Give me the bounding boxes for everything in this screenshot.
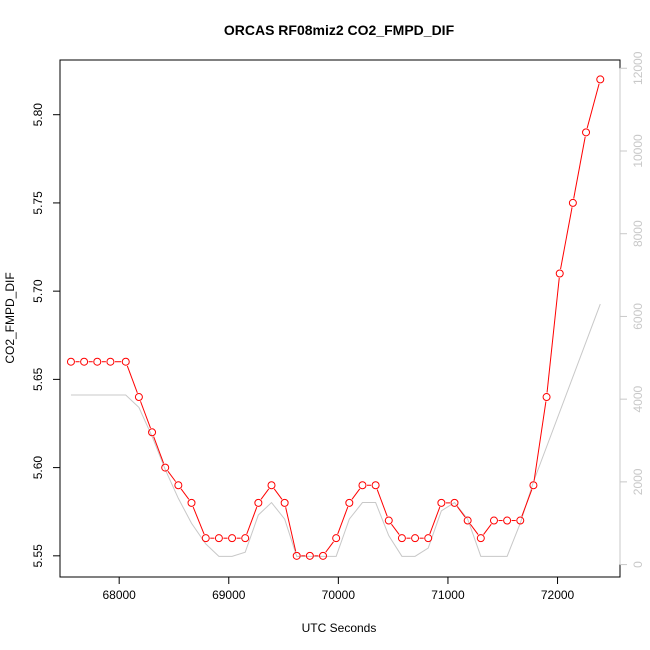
series-primary-point [345,498,354,507]
series-primary-segment [246,506,258,535]
series-layer [66,75,605,560]
series-secondary-line [70,303,601,557]
series-primary-segment [391,523,400,535]
series-primary-point [254,498,263,507]
series-primary-segment [153,436,165,464]
series-primary-segment [180,488,190,500]
series-primary-segment [337,506,349,535]
series-primary-point [121,357,130,366]
series-primary-point [280,498,289,507]
series-primary-segment [483,523,492,535]
chart-title: ORCAS RF08miz2 CO2_FMPD_DIF [224,22,455,38]
series-primary-point [305,551,314,560]
series-primary-point [503,516,512,525]
y-tick-label: 5.55 [31,544,45,568]
x-tick-label: 71000 [431,588,465,602]
y-tick-label: 5.75 [31,191,45,215]
y2-tick-label: 10000 [631,134,645,168]
series-primary-point [411,534,420,543]
series-primary-point [228,534,237,543]
x-axis-label: UTC Seconds [302,621,377,635]
y2-tick-label: 4000 [631,385,645,412]
series-primary-point [134,393,143,402]
series-primary-point [174,481,183,490]
series-primary-point [267,481,276,490]
y2-tick-label: 12000 [631,51,645,85]
series-primary-segment [546,277,560,393]
series-primary-point [214,534,223,543]
x-tick-label: 72000 [541,588,575,602]
series-primary-point [397,534,406,543]
series-primary-point [568,198,577,207]
series-primary-segment [456,506,466,518]
series-primary-segment [167,470,177,482]
series-primary-point [80,357,89,366]
y2-tick-label: 8000 [631,220,645,247]
series-primary-point [555,269,564,278]
series-primary-point [332,534,341,543]
series-primary-point [424,534,433,543]
series-primary-point [106,357,115,366]
y2-tick-label: 6000 [631,303,645,330]
y-tick-label: 5.65 [31,367,45,391]
y2-tick-label: 0 [631,561,645,568]
series-primary-segment [351,488,361,500]
x-tick-label: 70000 [322,588,356,602]
series-primary-segment [521,489,533,517]
series-primary-point [371,481,380,490]
x-axis: 68000 69000 70000 71000 72000 [102,576,575,602]
series-primary-segment [560,207,573,270]
series-primary-point [241,534,250,543]
y-axis-left: 5.55 5.60 5.65 5.70 5.75 5.80 [31,103,61,568]
series-primary-point [148,428,157,437]
y-tick-label: 5.60 [31,456,45,480]
series-primary-segment [260,488,270,500]
series-primary-point [201,534,210,543]
series-primary-segment [273,488,283,500]
x-tick-label: 69000 [212,588,246,602]
series-primary-point [529,481,538,490]
series-primary-point [596,75,605,84]
series-primary-segment [533,401,547,481]
series-primary-point [476,534,485,543]
series-primary-point [384,516,393,525]
series-primary-point [582,128,591,137]
series-primary-segment [469,523,479,535]
series-primary-point [319,551,328,560]
series-primary-segment [140,401,151,429]
series-primary-point [66,357,75,366]
series-primary-point [187,498,196,507]
series-primary-point [516,516,525,525]
series-primary-segment [325,541,334,553]
x-tick-label: 68000 [102,588,136,602]
series-primary-point [437,498,446,507]
series-primary-segment [429,506,441,535]
plot-frame [59,59,621,578]
series-primary-point [292,551,301,560]
series-primary-segment [573,136,586,199]
series-primary-point [542,393,551,402]
series-primary-point [489,516,498,525]
series-primary-segment [192,506,205,535]
series-primary-point [358,481,367,490]
series-primary-point [450,498,459,507]
y-axis-right: 0 2000 4000 6000 8000 10000 12000 [619,51,645,568]
y2-tick-label: 2000 [631,468,645,495]
series-primary-point [463,516,472,525]
series-primary-segment [586,83,600,129]
y-tick-label: 5.70 [31,279,45,303]
series-primary-segment [376,489,388,517]
series-primary-point [93,357,102,366]
y-tick-label: 5.80 [31,103,45,127]
series-primary-segment [285,507,297,552]
y-axis-label: CO2_FMPD_DIF [3,272,17,363]
series-primary-segment [126,365,138,393]
series-primary-point [161,463,170,472]
